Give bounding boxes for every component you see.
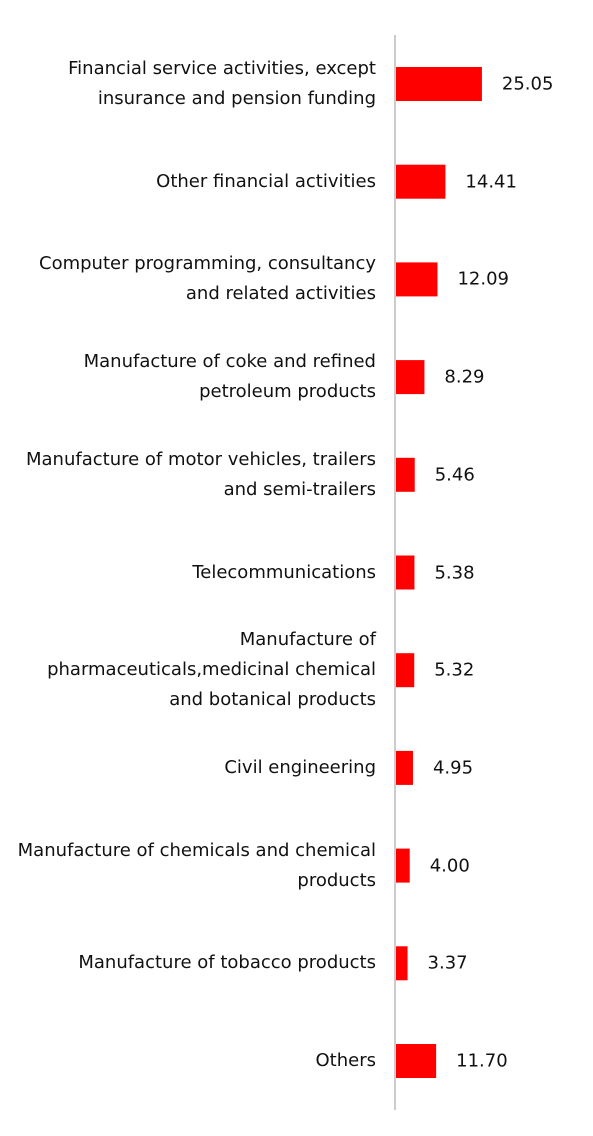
bar: [396, 653, 415, 688]
category-label: Others: [315, 1050, 377, 1071]
bar: [396, 360, 425, 395]
bar: [396, 262, 438, 297]
value-label: 4.00: [429, 855, 470, 877]
value-label: 5.32: [434, 659, 475, 681]
bar: [396, 164, 446, 199]
category-label: Civil engineering: [224, 756, 376, 778]
value-label: 14.41: [465, 171, 517, 193]
category-label: Manufacture of tobacco products: [78, 952, 376, 974]
category-label: Telecommunications: [192, 561, 376, 583]
value-label: 11.70: [456, 1050, 508, 1072]
bar: [396, 457, 415, 492]
bar: [396, 946, 408, 981]
value-label: 25.05: [501, 73, 554, 95]
category-label: Computer programming, consultancy and re…: [39, 253, 376, 305]
value-label: 3.37: [427, 952, 468, 974]
bar: [396, 555, 415, 590]
bar: [396, 848, 410, 883]
bar: [396, 1044, 437, 1078]
value-label: 4.95: [432, 757, 474, 779]
value-label: 12.09: [457, 268, 509, 290]
value-label: 5.46: [434, 464, 475, 486]
category-label: Manufacture of pharmaceuticals,medicinal…: [47, 629, 376, 711]
category-label: Financial service activities, except ins…: [68, 58, 376, 109]
category-label: Manufacture of coke and refined petroleu…: [83, 351, 376, 403]
category-label: Manufacture of motor vehicles, trailers …: [26, 448, 376, 500]
value-label: 8.29: [444, 366, 485, 388]
bar: [396, 750, 413, 785]
category-label: Other financial activities: [156, 170, 376, 192]
bar: [396, 67, 482, 101]
category-label: Manufacture of chemicals and chemical pr…: [17, 839, 376, 891]
value-label: 5.38: [434, 562, 475, 583]
